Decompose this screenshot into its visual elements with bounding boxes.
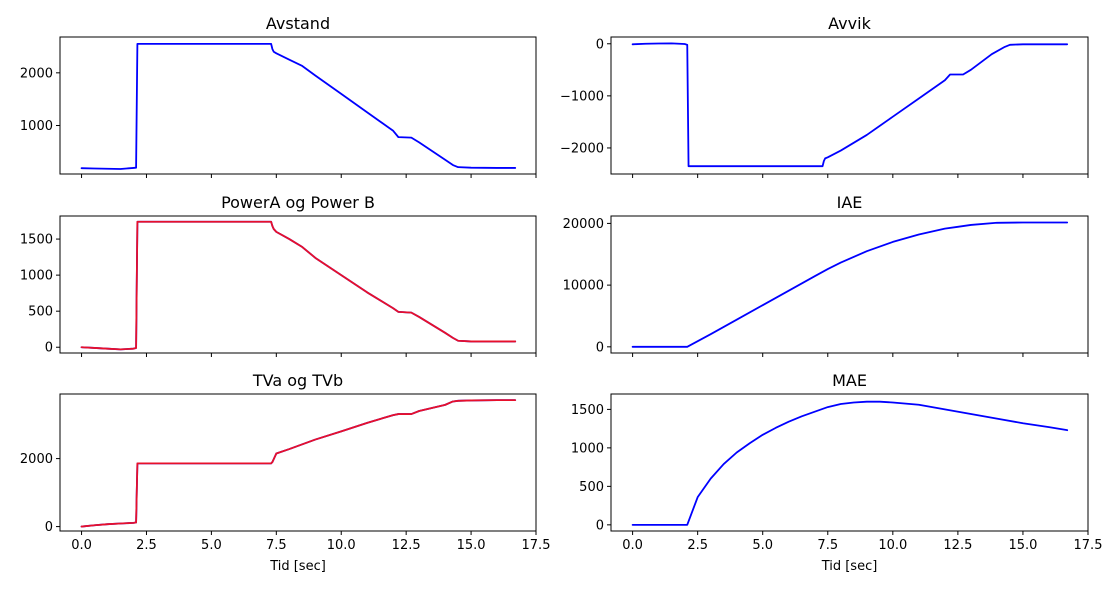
panel-powera-og-power-b: 0 500 1000 1500 PowerA og Power B xyxy=(20,193,537,357)
axes-frame-mae xyxy=(610,393,1089,532)
x-tick-label-mae-5: 12.5 xyxy=(943,538,972,553)
x-tick-label-tva-og-tvb-1: 2.5 xyxy=(136,538,157,553)
x-tick-label-tva-og-tvb-0: 0.0 xyxy=(71,538,92,553)
y-tick-label-mae-3: 1500 xyxy=(571,403,604,418)
y-tick-label-powera-og-power-b-2: 1000 xyxy=(20,269,53,284)
panel-avvik: −2000 −1000 0 Avvik xyxy=(560,14,1089,178)
y-tick-label-iae-2: 20000 xyxy=(563,217,604,232)
panel-tva-og-tvb: 0.0 2.5 5.0 7.5 10.0 12.5 15.0 17.5 0 2000 TVa og … xyxy=(20,371,551,574)
series-line-avvik-1 xyxy=(631,42,1069,168)
y-tick-label-avvik-2: 0 xyxy=(596,37,604,52)
panel-title-iae: IAE xyxy=(837,193,863,212)
y-tick-label-mae-1: 500 xyxy=(579,480,604,495)
series-line-powera-og-power-b-2 xyxy=(80,220,517,351)
x-axis-label-mae: Tid [sec] xyxy=(821,559,878,574)
y-tick-label-powera-og-power-b-1: 500 xyxy=(28,305,53,320)
series-line-iae-1 xyxy=(631,221,1069,348)
x-tick-label-tva-og-tvb-4: 10.0 xyxy=(327,538,356,553)
x-tick-label-mae-3: 7.5 xyxy=(817,538,838,553)
axes-frame-avvik xyxy=(610,36,1089,175)
panel-title-tva-og-tvb: TVa og TVb xyxy=(252,371,343,390)
axes-frame-iae xyxy=(610,215,1089,354)
x-tick-label-tva-og-tvb-2: 5.0 xyxy=(201,538,222,553)
y-tick-label-avvik-0: −2000 xyxy=(560,141,604,156)
y-tick-label-avvik-1: −1000 xyxy=(560,89,604,104)
axes-frame-tva-og-tvb xyxy=(59,393,537,532)
y-tick-label-avstand-1: 2000 xyxy=(20,66,53,81)
y-tick-label-tva-og-tvb-1: 2000 xyxy=(20,452,53,467)
panel-title-avstand: Avstand xyxy=(266,14,330,33)
x-tick-label-mae-7: 17.5 xyxy=(1074,538,1103,553)
x-tick-label-tva-og-tvb-7: 17.5 xyxy=(522,538,551,553)
x-tick-label-mae-6: 15.0 xyxy=(1008,538,1037,553)
panel-title-powera-og-power-b: PowerA og Power B xyxy=(221,193,375,212)
x-tick-label-mae-2: 5.0 xyxy=(752,538,773,553)
series-line-mae-1 xyxy=(631,400,1069,526)
x-tick-label-mae-1: 2.5 xyxy=(687,538,708,553)
series-line-powera-og-power-b-1 xyxy=(80,220,517,351)
panel-iae: 0 10000 20000 IAE xyxy=(563,193,1089,357)
y-tick-label-avstand-0: 1000 xyxy=(20,119,53,134)
x-tick-label-tva-og-tvb-6: 15.0 xyxy=(457,538,486,553)
series-line-tva-og-tvb-2 xyxy=(80,399,517,528)
x-tick-label-mae-0: 0.0 xyxy=(622,538,643,553)
y-tick-label-powera-og-power-b-3: 1500 xyxy=(20,233,53,248)
y-tick-label-powera-og-power-b-0: 0 xyxy=(45,341,53,356)
x-axis-label-tva-og-tvb: Tid [sec] xyxy=(269,559,326,574)
y-tick-label-tva-og-tvb-0: 0 xyxy=(45,520,53,535)
y-tick-label-iae-0: 0 xyxy=(596,340,604,355)
y-tick-label-mae-2: 1000 xyxy=(571,441,604,456)
axes-frame-avstand xyxy=(59,36,537,175)
panel-mae: 0.0 2.5 5.0 7.5 10.0 12.5 15.0 17.5 0 500 1000 1500… xyxy=(571,371,1103,574)
panel-avstand: 1000 2000 Avstand xyxy=(20,14,537,178)
axes-frame-powera-og-power-b xyxy=(59,215,537,354)
series-line-avstand-1 xyxy=(80,42,517,170)
panel-title-mae: MAE xyxy=(832,371,867,390)
y-tick-label-iae-1: 10000 xyxy=(563,279,604,294)
x-tick-label-tva-og-tvb-3: 7.5 xyxy=(266,538,287,553)
y-tick-label-mae-0: 0 xyxy=(596,518,604,533)
x-tick-label-mae-4: 10.0 xyxy=(878,538,907,553)
panel-title-avvik: Avvik xyxy=(828,14,871,33)
x-tick-label-tva-og-tvb-5: 12.5 xyxy=(392,538,421,553)
